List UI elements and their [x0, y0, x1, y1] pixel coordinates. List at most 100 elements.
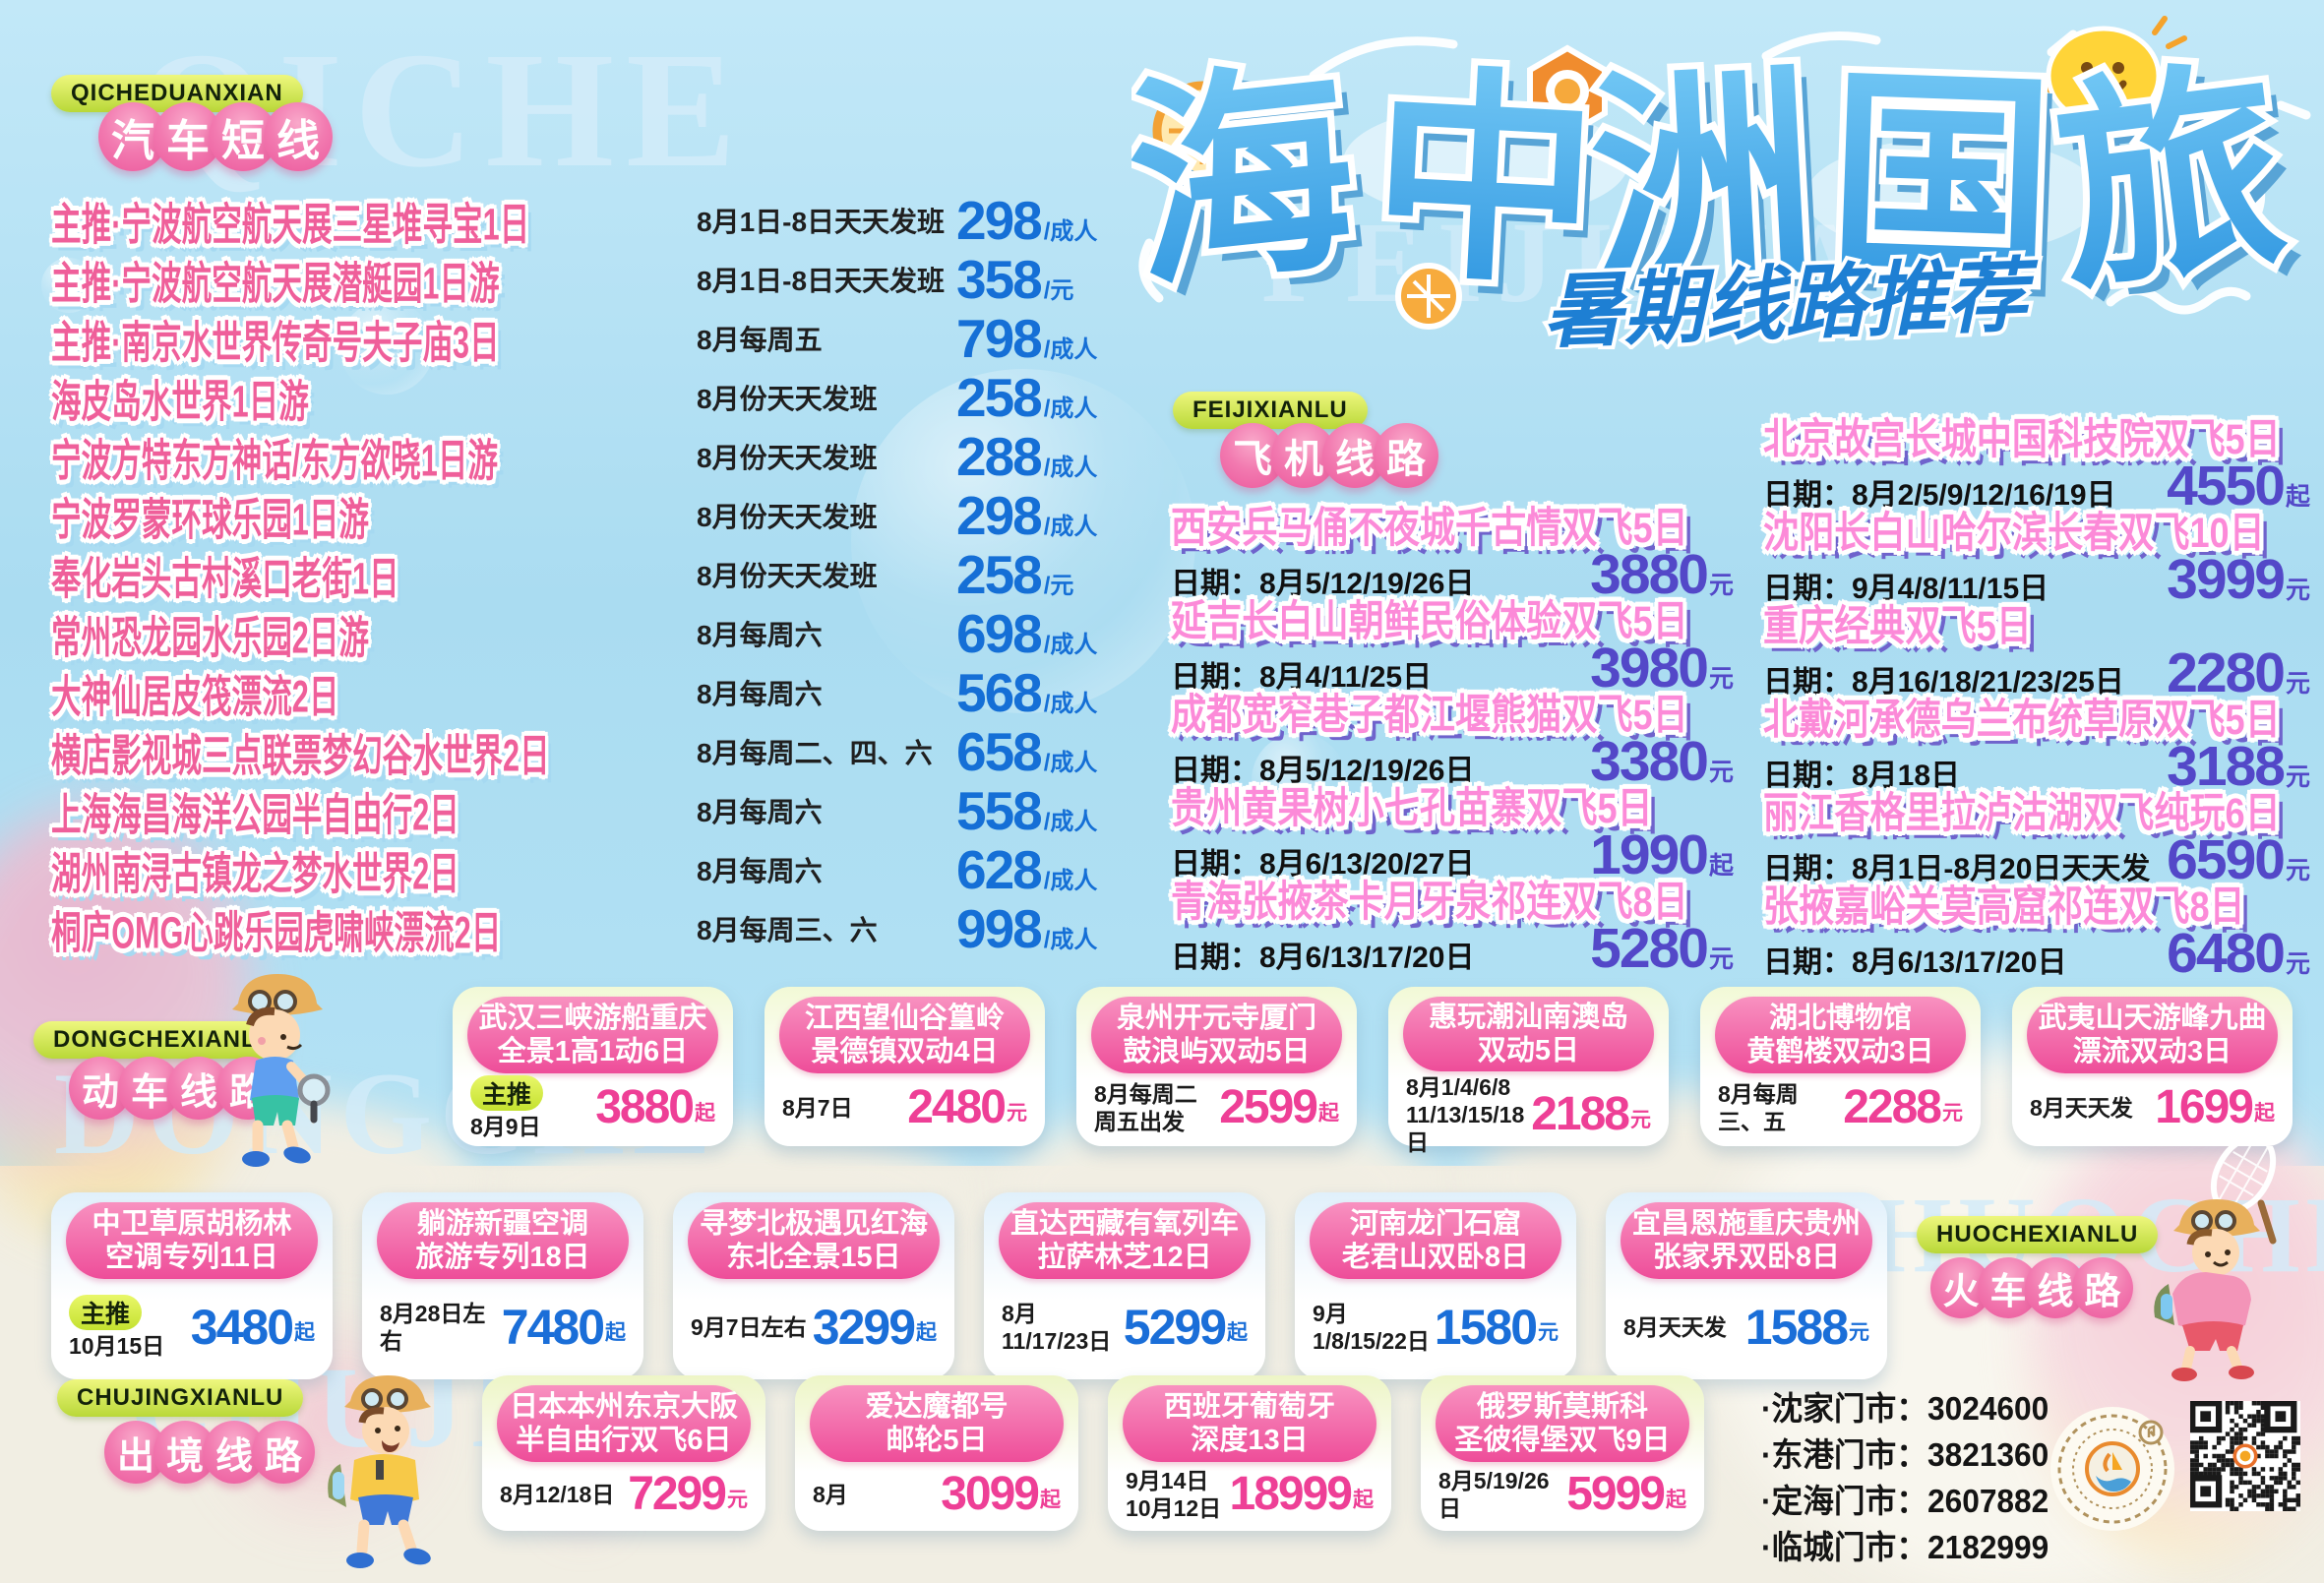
girl-with-net-illustration	[2154, 1146, 2277, 1381]
route-price: 5280 元	[1590, 917, 1734, 980]
route-name: 主推·南京水世界传奇号夫子庙3日	[51, 317, 500, 368]
route-date: 8月份天天发班	[697, 443, 878, 473]
tour-date: 9月1/8/15/22日	[1313, 1301, 1430, 1354]
route-price: 568 /成人	[956, 661, 1097, 724]
flight-route-list-left: 西安兵马俑不夜城千古情双飞5日 日期：8月5/12/19/26日 3880 元 …	[1171, 505, 1734, 980]
tour-card: 宜昌恩施重庆贵州 张家界双卧8日 8月天天发 1588 元	[1606, 1192, 1887, 1379]
tour-info: 8月11/17/23日 5299 起	[994, 1279, 1255, 1373]
tour-date-block: 8月每周 三、五	[1718, 1080, 1799, 1135]
route-price: 298 /成人	[956, 484, 1097, 547]
qr-code[interactable]	[2190, 1401, 2300, 1511]
date-label: 日期：	[1763, 573, 1852, 605]
tour-card: 河南龙门石窟 老君山双卧8日 9月1/8/15/22日 1580 元	[1295, 1192, 1576, 1379]
price-unit: /成人	[1043, 750, 1098, 776]
orange-slice-icon	[1395, 263, 1462, 330]
price-unit: 起	[1353, 1489, 1374, 1511]
store-label: ·定海门市：	[1761, 1483, 1927, 1519]
route-date: 日期：8月16/18/21/23/25日	[1763, 657, 2124, 700]
price-unit: 元	[1942, 1102, 1963, 1125]
route-name: 延吉长白山朝鲜民俗体验双飞5日	[1171, 598, 1688, 645]
price-unit: /成人	[1043, 218, 1098, 245]
flight-route-list-right: 北京故宫长城中国科技院双飞5日 日期：8月2/5/9/12/16/19日 455…	[1763, 416, 2310, 982]
route-name: 沈阳长白山哈尔滨长春双飞10日	[1763, 510, 2265, 557]
tour-title: 日本本州东京大阪 半自由行双飞6日	[497, 1385, 751, 1462]
tour-title: 泉州开元寺厦门 鼓浪屿双动5日	[1091, 997, 1342, 1073]
price-number: 3099	[941, 1468, 1040, 1520]
route-name: 横店影视城三点联票梦幻谷水世界2日	[51, 730, 550, 781]
tour-card: 直达西藏有氧列车 拉萨林芝12日 8月11/17/23日 5299 起	[984, 1192, 1265, 1379]
tour-info: 9月14日 10月12日 18999 起	[1118, 1462, 1381, 1525]
tour-date: 8月天天发	[1623, 1314, 1727, 1340]
outbound-section-title: 出 境 线 路	[104, 1421, 315, 1484]
train-title-char: 路	[2072, 1257, 2133, 1318]
route-date: 8月份天天发班	[697, 561, 878, 591]
route-date: 8月1日-8日天天发班	[697, 266, 946, 296]
tour-price: 5299 起	[1124, 1303, 1248, 1352]
price-unit: /成人	[1043, 396, 1098, 422]
tour-date-block: 8月每周二 周五出发	[1094, 1080, 1197, 1135]
price-unit: /元	[1043, 573, 1074, 599]
tour-price: 7480 起	[502, 1303, 626, 1352]
route-info: 日期：8月5/12/19/26日 3880 元	[1171, 547, 1734, 603]
tour-price: 18999 起	[1229, 1468, 1374, 1520]
bus-route-row: 湖州南浔古镇龙之梦水世界2日 8月每周六 628 /成人	[51, 839, 1173, 900]
tour-card: 中卫草原胡杨林 空调专列11日 主推 10月15日 3480 起	[51, 1192, 333, 1379]
route-name: 主推·宁波航空航天展三星堆寻宝1日	[51, 199, 530, 250]
tour-date: 8月12/18日	[500, 1482, 615, 1507]
price-unit: 起	[695, 1102, 715, 1125]
tour-card: 武汉三峡游船重庆 全景1高1动6日 主推 8月9日 3880 起	[453, 987, 733, 1146]
tour-date-block: 8月天天发	[1623, 1313, 1727, 1341]
tour-price: 1588 元	[1744, 1300, 1869, 1355]
cloud-decoration	[1805, 138, 2101, 256]
tour-date-block: 主推 10月15日	[69, 1295, 164, 1360]
price-number: 5280	[1590, 917, 1709, 980]
tour-title: 直达西藏有氧列车 拉萨林芝12日	[999, 1202, 1251, 1279]
tour-price: 7299 元	[628, 1468, 748, 1520]
tour-card: 俄罗斯莫斯科 圣彼得堡双飞9日 8月5/19/26日 5999 起	[1421, 1375, 1704, 1531]
price-number: 18999	[1229, 1468, 1353, 1520]
tour-card: 躺游新疆空调 旅游专列18日 8月28日左右 7480 起	[362, 1192, 643, 1379]
price-unit: 元	[1708, 759, 1734, 786]
tour-date: 8月7日	[782, 1095, 853, 1121]
price-number: 3999	[2167, 548, 2286, 611]
tour-info: 8月5/19/26日 5999 起	[1431, 1462, 1694, 1525]
bubble-decoration	[41, 258, 96, 313]
price-number: 258	[956, 367, 1043, 428]
route-date: 日期：8月6/13/17/20日	[1763, 938, 2066, 981]
route-name: 贵州黄果树小七孔苗寨双飞5日	[1171, 785, 1653, 832]
price-unit: 起	[916, 1321, 937, 1344]
price-number: 1580	[1434, 1300, 1538, 1355]
price-number: 1588	[1744, 1300, 1849, 1355]
price-number: 698	[956, 603, 1043, 664]
price-number: 3480	[190, 1300, 294, 1355]
tour-title: 爱达魔都号 邮轮5日	[810, 1385, 1064, 1462]
route-price: 2280 元	[2167, 645, 2310, 701]
store-phone: 2607882	[1926, 1483, 2049, 1519]
tour-date: 8月天天发	[2030, 1095, 2133, 1121]
bubble-decoration	[1252, 733, 1346, 827]
price-number: 1699	[2155, 1081, 2254, 1133]
price-number: 7299	[628, 1468, 727, 1520]
tour-date-block: 8月7日	[782, 1094, 853, 1122]
date-label: 日期：	[1171, 661, 1259, 694]
store-contact: ·定海门市：2607882	[1761, 1478, 2073, 1524]
price-number: 658	[956, 721, 1043, 782]
route-price: 3999 元	[2167, 548, 2310, 611]
tour-info: 8月每周二 周五出发 2599 起	[1086, 1073, 1347, 1140]
tour-date-block: 8月28日左右	[380, 1300, 502, 1355]
route-name: 奉化岩头古村溪口老街1日	[51, 553, 399, 604]
date-label: 日期：	[1763, 479, 1852, 512]
tour-date: 8月11/17/23日	[1002, 1301, 1112, 1354]
flight-section-badge: FEIJIXIANLU	[1173, 392, 1368, 429]
tour-price: 2599 起	[1219, 1084, 1339, 1131]
price-unit: 元	[1849, 1321, 1869, 1344]
tour-price: 1699 起	[2155, 1081, 2275, 1133]
route-price: 4550 起	[2167, 458, 2310, 515]
route-price: 358 /元	[956, 248, 1073, 311]
store-phone: 2182999	[1926, 1529, 2049, 1565]
tour-info: 9月7日左右 3299 起	[683, 1279, 945, 1373]
price-number: 1990	[1590, 823, 1709, 886]
date-label: 日期：	[1763, 760, 1852, 792]
tour-info: 9月1/8/15/22日 1580 元	[1305, 1279, 1566, 1373]
